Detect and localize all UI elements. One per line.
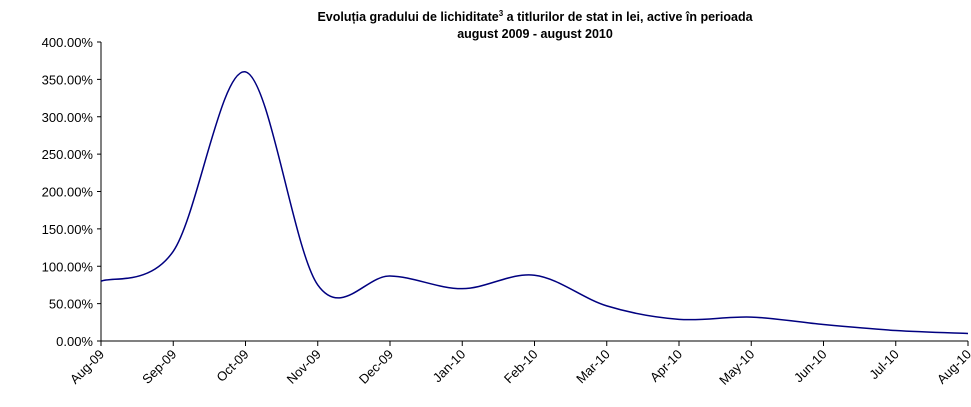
x-tick-label: Aug-09 (67, 347, 107, 387)
y-tick-label: 350.00% (42, 72, 94, 87)
x-tick-label: Oct-09 (213, 347, 251, 385)
chart-title-line2: august 2009 - august 2010 (457, 27, 613, 41)
x-tick-label: May-10 (716, 347, 757, 388)
y-tick-label: 100.00% (42, 259, 94, 274)
y-tick-label: 250.00% (42, 147, 94, 162)
x-tick-label: Mar-10 (573, 347, 613, 387)
x-tick-label: Jul-10 (866, 347, 902, 383)
x-tick-label: Jan-10 (430, 347, 469, 386)
line-series (100, 71, 969, 335)
y-tick-label: 0.00% (56, 334, 93, 349)
x-tick-label: Sep-09 (139, 347, 179, 387)
x-tick-label: Dec-09 (356, 347, 396, 387)
y-tick-label: 300.00% (42, 110, 94, 125)
title-part: Evoluția gradului de lichiditate (317, 10, 498, 24)
x-tick-label: Apr-10 (647, 347, 685, 385)
y-tick-label: 50.00% (49, 297, 94, 312)
x-tick-label: Aug-10 (934, 347, 971, 387)
x-tick-label: Nov-09 (284, 347, 324, 387)
x-tick-label: Jun-10 (791, 347, 830, 386)
y-tick-label: 400.00% (42, 35, 94, 50)
title-superscript: 3 (499, 9, 504, 18)
chart-title-line1: Evoluția gradului de lichiditate3 a titl… (317, 9, 753, 24)
y-tick-label: 200.00% (42, 185, 94, 200)
y-tick-label: 150.00% (42, 222, 94, 237)
x-tick-label: Feb-10 (501, 347, 541, 387)
title-part: a titlurilor de stat in lei, active în p… (503, 10, 753, 24)
